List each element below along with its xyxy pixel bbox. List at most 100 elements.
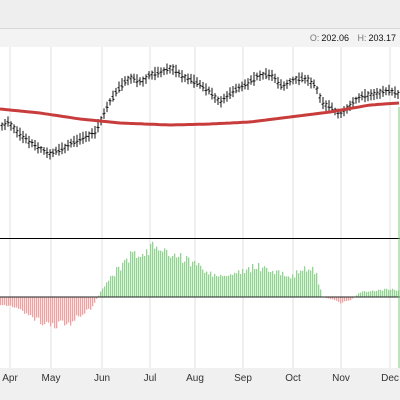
ohlc-bar xyxy=(66,139,70,151)
histogram-bar-negative xyxy=(60,297,62,321)
histogram-bar-positive xyxy=(388,289,390,297)
ohlc-bar xyxy=(135,74,139,88)
histogram-bar-positive xyxy=(370,291,372,297)
histogram-bar-positive xyxy=(302,270,304,297)
histogram-bar-positive xyxy=(372,290,374,297)
ohlc-bar xyxy=(222,93,226,104)
ohlc-bar xyxy=(30,139,34,148)
histogram-bar-positive xyxy=(228,275,230,297)
high-label: H: xyxy=(357,33,367,43)
histogram-bar-positive xyxy=(210,271,212,297)
histogram-bar-negative xyxy=(82,297,84,315)
histogram-bar-negative xyxy=(48,297,50,323)
histogram-bar-positive xyxy=(176,257,178,297)
histogram-bar-positive xyxy=(232,274,234,297)
histogram-bar-positive xyxy=(288,276,290,297)
ohlc-bar xyxy=(90,128,94,139)
histogram-bar-negative xyxy=(340,297,342,304)
histogram-bar-positive xyxy=(246,269,248,297)
ohlc-bar xyxy=(318,93,322,103)
ohlc-bar xyxy=(102,108,106,119)
histogram-bar-positive xyxy=(172,256,174,297)
ohlc-bar xyxy=(381,85,385,97)
histogram-bar-positive xyxy=(368,291,370,297)
ohlc-readout: O: 202.06 H: 203.17 xyxy=(304,33,396,43)
histogram-bar-positive xyxy=(312,266,314,297)
vertical-gridlines xyxy=(9,47,391,368)
histogram-bar-positive xyxy=(318,284,320,297)
histogram-bar-positive xyxy=(188,257,190,297)
histogram-bar-negative xyxy=(28,297,30,316)
histogram-bar-negative xyxy=(16,297,18,308)
histogram-bar-positive xyxy=(112,275,114,297)
histogram-bar-negative xyxy=(86,297,88,310)
histogram-bar-positive xyxy=(268,271,270,297)
histogram-bar-positive xyxy=(314,274,316,297)
ohlc-bar xyxy=(261,71,265,80)
ohlc-bar xyxy=(180,70,184,83)
ohlc-bar xyxy=(393,86,397,98)
histogram-bar-positive xyxy=(160,250,162,297)
histogram-bar-positive xyxy=(382,290,384,297)
ohlc-bar xyxy=(294,75,298,84)
ohlc-bar xyxy=(129,73,133,84)
histogram-bar-positive xyxy=(252,264,254,297)
ohlc-bar xyxy=(54,146,58,155)
ohlc-bar xyxy=(45,147,49,158)
ohlc-bar xyxy=(297,72,301,86)
ohlc-bar xyxy=(60,142,64,155)
ohlc-bar xyxy=(186,73,190,85)
histogram-bar-negative xyxy=(346,297,348,302)
ohlc-bar xyxy=(366,91,370,102)
histogram-bar-positive xyxy=(142,254,144,297)
ohlc-bar xyxy=(126,75,130,86)
ohlc-bar xyxy=(195,77,199,87)
high-value: 203.17 xyxy=(368,33,396,43)
ohlc-bar xyxy=(315,85,319,95)
histogram-bar-positive xyxy=(286,276,288,297)
histogram-bar-negative xyxy=(52,297,54,324)
histogram-bar-positive xyxy=(260,271,262,297)
histogram-bar-negative xyxy=(64,297,66,326)
histogram-bar-negative xyxy=(78,297,80,317)
ohlc-bar xyxy=(228,87,232,100)
histogram-bar-positive xyxy=(380,289,382,297)
histogram-bar-negative xyxy=(338,297,340,302)
histogram-bar-positive xyxy=(132,252,134,297)
ohlc-bar xyxy=(207,86,211,95)
histogram-bar-negative xyxy=(92,297,94,307)
ohlc-bar xyxy=(138,77,142,86)
histogram-bar-positive xyxy=(218,276,220,297)
histogram-bar-positive xyxy=(224,275,226,297)
histogram-bar-positive xyxy=(360,292,362,297)
histogram-bar-positive xyxy=(280,275,282,297)
histogram-bar-positive xyxy=(138,256,140,297)
date-axis-label: Nov xyxy=(332,373,350,384)
histogram-bar-positive xyxy=(180,253,182,297)
ohlc-bar xyxy=(39,146,43,153)
histogram-bar-positive xyxy=(258,263,260,297)
ohlc-bar xyxy=(372,88,376,101)
histogram-bar-negative xyxy=(76,297,78,316)
histogram-bar-positive xyxy=(262,267,264,297)
histogram-bar-positive xyxy=(152,241,154,297)
ohlc-bar xyxy=(6,116,10,127)
ohlc-bar xyxy=(213,93,217,103)
histogram-bar-positive xyxy=(182,262,184,297)
histogram-bar-positive xyxy=(148,255,150,297)
histogram-bar-positive xyxy=(108,280,110,297)
histogram-bar-positive xyxy=(266,267,268,297)
histogram-bar-positive xyxy=(270,272,272,297)
histogram-bar-negative xyxy=(34,297,36,321)
ohlc-bar xyxy=(132,73,136,83)
histogram-bar-positive xyxy=(106,282,108,297)
histogram-bar-negative xyxy=(352,297,354,299)
ohlc-bar xyxy=(93,125,97,139)
ohlc-bar xyxy=(255,72,259,81)
ohlc-bar xyxy=(387,84,391,96)
histogram-bar-negative xyxy=(348,297,350,301)
stock-chart[interactable] xyxy=(0,47,400,368)
ohlc-bar xyxy=(378,88,382,99)
histogram-bars xyxy=(0,241,400,329)
ohlc-bar xyxy=(156,66,160,78)
